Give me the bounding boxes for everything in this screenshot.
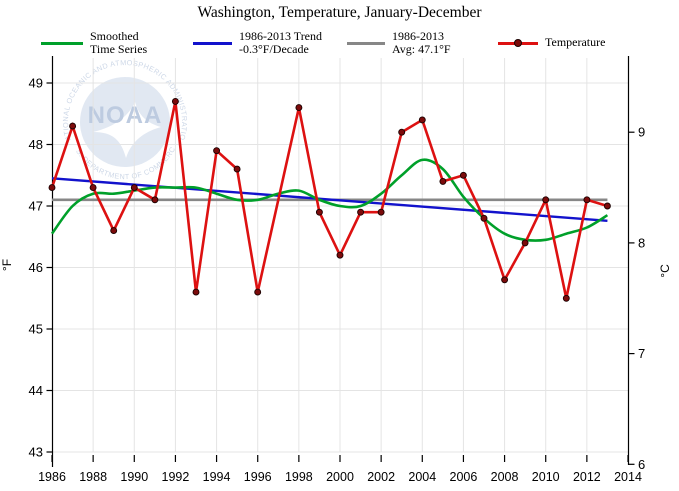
legend-item-smoothed: Smoothed Time Series [41, 29, 147, 57]
trend-line [51, 177, 608, 222]
y-axis-f-tick-label: 46 [29, 260, 43, 275]
y-axis-c-tick-label: 6 [638, 457, 645, 472]
temperature-line-swatch [498, 39, 538, 47]
x-axis-tick-label: 2002 [367, 470, 395, 484]
temperature-marker [315, 208, 323, 216]
y-axis-c-tick-label: 7 [638, 346, 645, 361]
y-axis-f-tick-label: 49 [29, 76, 43, 91]
x-axis-tick-label: 1994 [203, 470, 231, 484]
average-line-swatch [347, 41, 385, 45]
temperature-marker [151, 196, 159, 204]
x-axis-tick-label: 2006 [450, 470, 478, 484]
trend-line-swatch [193, 41, 232, 45]
temperature-marker [480, 214, 488, 222]
x-axis-tick-label: 1988 [79, 470, 107, 484]
smoothed-line [50, 158, 609, 242]
y-axis-f-tick-label: 47 [29, 199, 43, 214]
x-axis-tick-label: 2010 [532, 470, 560, 484]
temperature-marker [459, 171, 467, 179]
x-axis-tick-label: 1992 [162, 470, 190, 484]
temperature-marker [110, 227, 118, 235]
x-axis-tick-label: 2004 [408, 470, 436, 484]
y-axis-f-tick-label: 43 [29, 445, 43, 460]
temperature-marker [521, 239, 529, 247]
noaa-bird-icon [93, 102, 161, 158]
temperature-marker [439, 177, 447, 185]
temperature-marker [542, 196, 550, 204]
temperature-marker [357, 208, 365, 216]
legend-label: Temperature [545, 35, 606, 50]
temperature-marker [583, 196, 591, 204]
legend-label: 1986-2013 Trend -0.3°F/Decade [239, 28, 323, 56]
y-axis-f-tick-label: 48 [29, 137, 43, 152]
smoothed-line-swatch [41, 41, 83, 45]
x-axis-tick-label: 2014 [614, 470, 642, 484]
x-axis-tick-label: 1990 [120, 470, 148, 484]
x-axis-tick-label: 2008 [491, 470, 519, 484]
temperature-marker [171, 97, 179, 105]
temperature-marker [398, 128, 406, 136]
temperature-marker [89, 184, 97, 192]
y-axis-f-tick-label: 44 [29, 383, 43, 398]
x-axis-tick-label: 1998 [285, 470, 313, 484]
y-axis-f-tick-label: 45 [29, 322, 43, 337]
x-axis-tick-label: 2000 [326, 470, 354, 484]
temperature-marker [377, 208, 385, 216]
legend-item-average: 1986-2013 Avg: 47.1°F [347, 29, 451, 57]
temperature-marker [418, 116, 426, 124]
noaa-logo-text: NOAA [88, 102, 163, 129]
temperature-marker [233, 165, 241, 173]
legend-item-trend: 1986-2013 Trend -0.3°F/Decade [193, 29, 322, 57]
y-axis-right-unit-label: °C [658, 264, 672, 278]
x-axis-tick-label: 1996 [244, 470, 272, 484]
x-axis-tick-label: 1986 [38, 470, 66, 484]
temperature-marker [48, 184, 56, 192]
temperature-marker [562, 294, 570, 302]
y-axis-c-tick-label: 8 [638, 235, 645, 250]
temperature-marker-icon [514, 39, 522, 47]
temperature-marker [501, 276, 509, 284]
legend-label: 1986-2013 Avg: 47.1°F [392, 28, 451, 56]
temperature-marker [254, 288, 262, 296]
temperature-marker [336, 251, 344, 259]
x-axis-tick-label: 2012 [573, 470, 601, 484]
legend-label: Smoothed Time Series [90, 28, 148, 56]
temperature-marker [213, 147, 221, 155]
temperature-marker [295, 104, 303, 112]
temperature-marker [192, 288, 200, 296]
legend-item-temperature: Temperature [498, 29, 605, 57]
chart-title: Washington, Temperature, January-Decembe… [197, 4, 482, 21]
temperature-marker [130, 184, 138, 192]
y-axis-left-unit-label: °F [0, 259, 14, 271]
temperature-marker [69, 122, 77, 130]
temperature-marker [603, 202, 611, 210]
y-axis-c-tick-label: 9 [638, 125, 645, 140]
